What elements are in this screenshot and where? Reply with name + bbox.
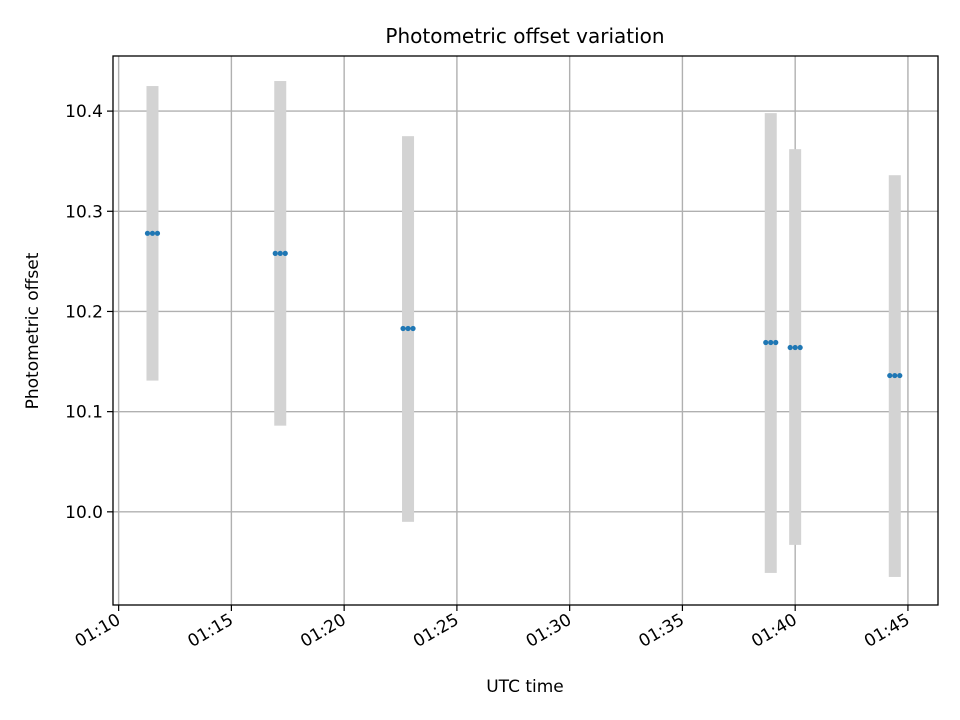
data-point: [400, 325, 406, 332]
x-tick-label: 01:20: [297, 610, 349, 652]
data-point: [149, 230, 156, 236]
y-axis-label: Photometric offset: [23, 252, 43, 409]
y-tick-label: 10.3: [65, 202, 103, 222]
data-point: [897, 372, 903, 379]
chart-title: Photometric offset variation: [385, 24, 664, 48]
data-point: [282, 250, 288, 256]
x-tick-label: 01:30: [523, 610, 575, 652]
data-point: [887, 372, 893, 379]
error-bars: [146, 81, 901, 577]
data-point: [405, 325, 411, 332]
x-tick-label: 01:15: [184, 610, 236, 652]
data-point: [272, 250, 278, 256]
data-point: [154, 230, 161, 236]
x-tick-label: 01:40: [748, 610, 800, 652]
data-point: [144, 230, 151, 236]
data-point: [410, 325, 416, 332]
plot-area: [112, 55, 939, 606]
data-point: [787, 344, 793, 351]
y-tick-label: 10.4: [65, 102, 103, 122]
y-axis-ticks: 10.0 10.1 10.2 10.3 10.4: [65, 102, 113, 523]
grid: [113, 56, 938, 605]
data-point: [763, 339, 769, 346]
data-points: [144, 230, 903, 379]
x-tick-label: 01:25: [410, 610, 462, 652]
x-tick-label: 01:10: [72, 610, 124, 652]
x-tick-label: 01:45: [861, 610, 913, 652]
data-point: [797, 344, 803, 351]
x-tick-label: 01:35: [635, 610, 687, 652]
data-point: [773, 339, 779, 346]
data-point: [277, 250, 283, 256]
x-axis-label: UTC time: [486, 677, 564, 697]
y-tick-label: 10.0: [65, 503, 103, 523]
y-tick-label: 10.1: [65, 403, 103, 423]
x-axis-ticks: 01:10 01:15 01:20 01:25 01:30 01:35 01:40 01:45: [72, 605, 913, 652]
data-point: [792, 344, 798, 351]
data-point: [892, 372, 898, 379]
data-point: [768, 339, 774, 346]
y-tick-label: 10.2: [65, 302, 103, 322]
